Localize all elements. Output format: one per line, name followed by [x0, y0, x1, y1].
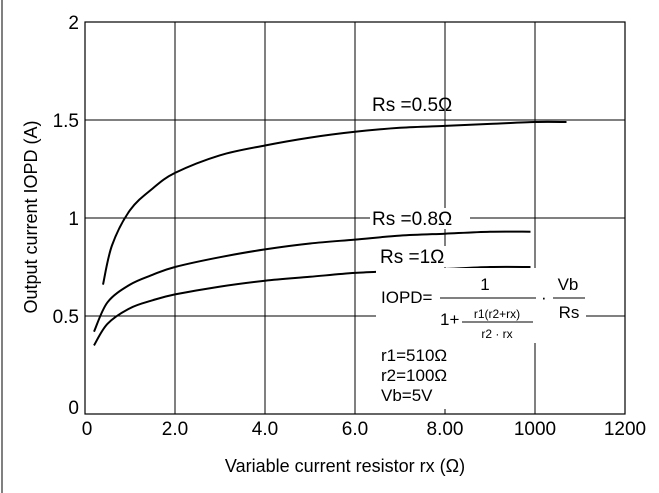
curve-label-background [370, 208, 470, 229]
x-tick-label: 4.0 [252, 419, 278, 440]
condition-text: r1=510Ω [381, 346, 447, 365]
series-line-2 [93, 230, 531, 333]
grid [85, 22, 625, 414]
x-tick-label: 6.0 [342, 419, 368, 440]
formula-lhs: IOPD= [381, 288, 433, 307]
formula-vb: Vb [558, 275, 579, 294]
y-tick-label: 1.5 [53, 111, 79, 132]
x-tick-label: 1200 [604, 419, 646, 440]
x-tick-label: 1000 [514, 419, 556, 440]
curve-label-background [370, 94, 444, 115]
y-tick-labels: 0 0.5 1 1.5 2 [53, 13, 79, 419]
formula-background [376, 268, 586, 343]
x-axis-title: Variable current resistor rx (Ω) [225, 456, 465, 476]
formula-rs: Rs [559, 303, 580, 322]
x-tick-label: 2.0 [162, 419, 188, 440]
series-line-1 [102, 120, 567, 285]
formula-dot: · [541, 288, 547, 307]
x-tick-labels: 0 2.0 4.0 6.0 8.00 1000 1200 [82, 419, 646, 440]
condition-text: Vb=5V [381, 386, 433, 405]
curve-labels: Rs =0.5Ω Rs =0.8Ω Rs =1Ω [370, 94, 470, 268]
formula-numerator: 1 [480, 275, 489, 294]
curve-label: Rs =0.5Ω [372, 95, 452, 116]
curve-label-background [378, 246, 458, 267]
curve-label: Rs =0.8Ω [372, 209, 452, 230]
y-tick-label: 0.5 [53, 307, 79, 328]
y-tick-label: 2 [68, 13, 79, 34]
condition-text: r2=100Ω [381, 366, 447, 385]
conditions-background [376, 343, 446, 409]
formula-inner-denominator: r2 · rx [481, 327, 512, 341]
formula-denominator-prefix: 1+ [440, 310, 459, 329]
curve-label: Rs =1Ω [380, 247, 444, 268]
x-tick-label: 8.00 [427, 419, 464, 440]
formula-inner-numerator: r1(r2+rx) [474, 307, 520, 321]
plot-frame [84, 21, 626, 415]
x-tick-label: 0 [82, 419, 93, 440]
y-tick-label: 1 [68, 209, 79, 230]
y-axis-title: Output current IOPD (A) [21, 120, 41, 313]
y-tick-label: 0 [68, 398, 79, 419]
